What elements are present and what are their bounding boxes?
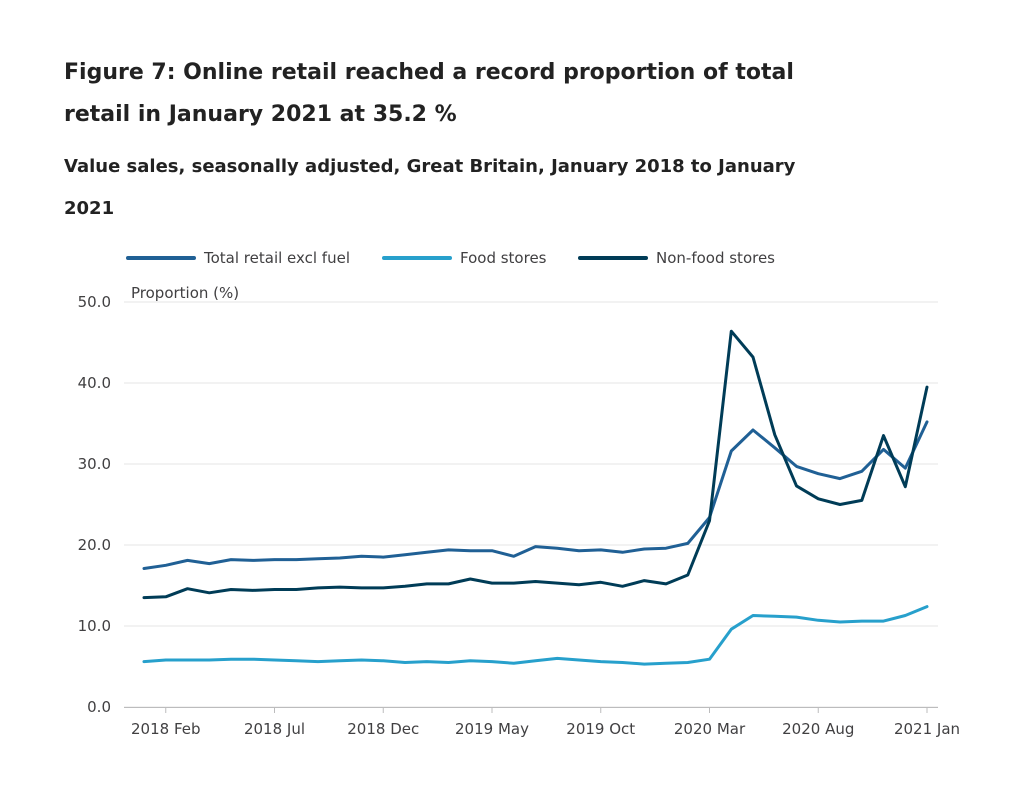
chart-subtitle: Value sales, seasonally adjusted, Great … (64, 156, 796, 219)
legend-label: Non-food stores (656, 249, 775, 267)
y-tick-label: 20.0 (78, 536, 111, 554)
gridlines (124, 301, 938, 708)
y-axis-label: Proportion (%) (131, 284, 239, 302)
series-group (142, 329, 929, 666)
y-tick-label: 30.0 (78, 455, 111, 473)
series-line-1 (142, 420, 929, 570)
x-tick-label: 2019 Oct (566, 720, 635, 738)
legend-label: Food stores (460, 249, 547, 267)
chart-title: Figure 7: Online retail reached a record… (64, 60, 794, 127)
y-tick-label: 40.0 (78, 374, 111, 392)
x-axis: 2018 Feb 2018 Jul 2018 Dec 2019 May 2019 Oct… (124, 707, 960, 738)
y-tick-label: 10.0 (78, 617, 111, 635)
x-tick-label: 2018 Feb (131, 720, 201, 738)
y-axis-ticks: 0.0 10.0 20.0 30.0 40.0 50.0 (78, 293, 111, 716)
x-tick-label: 2020 Aug (782, 720, 854, 738)
series-line-2 (142, 605, 929, 666)
x-tick-label: 2021 Jan (894, 720, 960, 738)
x-tick-label: 2019 May (455, 720, 529, 738)
y-tick-label: 0.0 (87, 698, 111, 716)
y-tick-label: 50.0 (78, 293, 111, 311)
legend-label: Total retail excl fuel (203, 249, 350, 267)
chart-legend: Total retail excl fuel Food stores Non-foo… (126, 249, 775, 267)
x-tick-label: 2018 Jul (244, 720, 305, 738)
x-tick-label: 2020 Mar (674, 720, 746, 738)
series-line-3 (142, 329, 929, 600)
x-tick-label: 2018 Dec (347, 720, 419, 738)
